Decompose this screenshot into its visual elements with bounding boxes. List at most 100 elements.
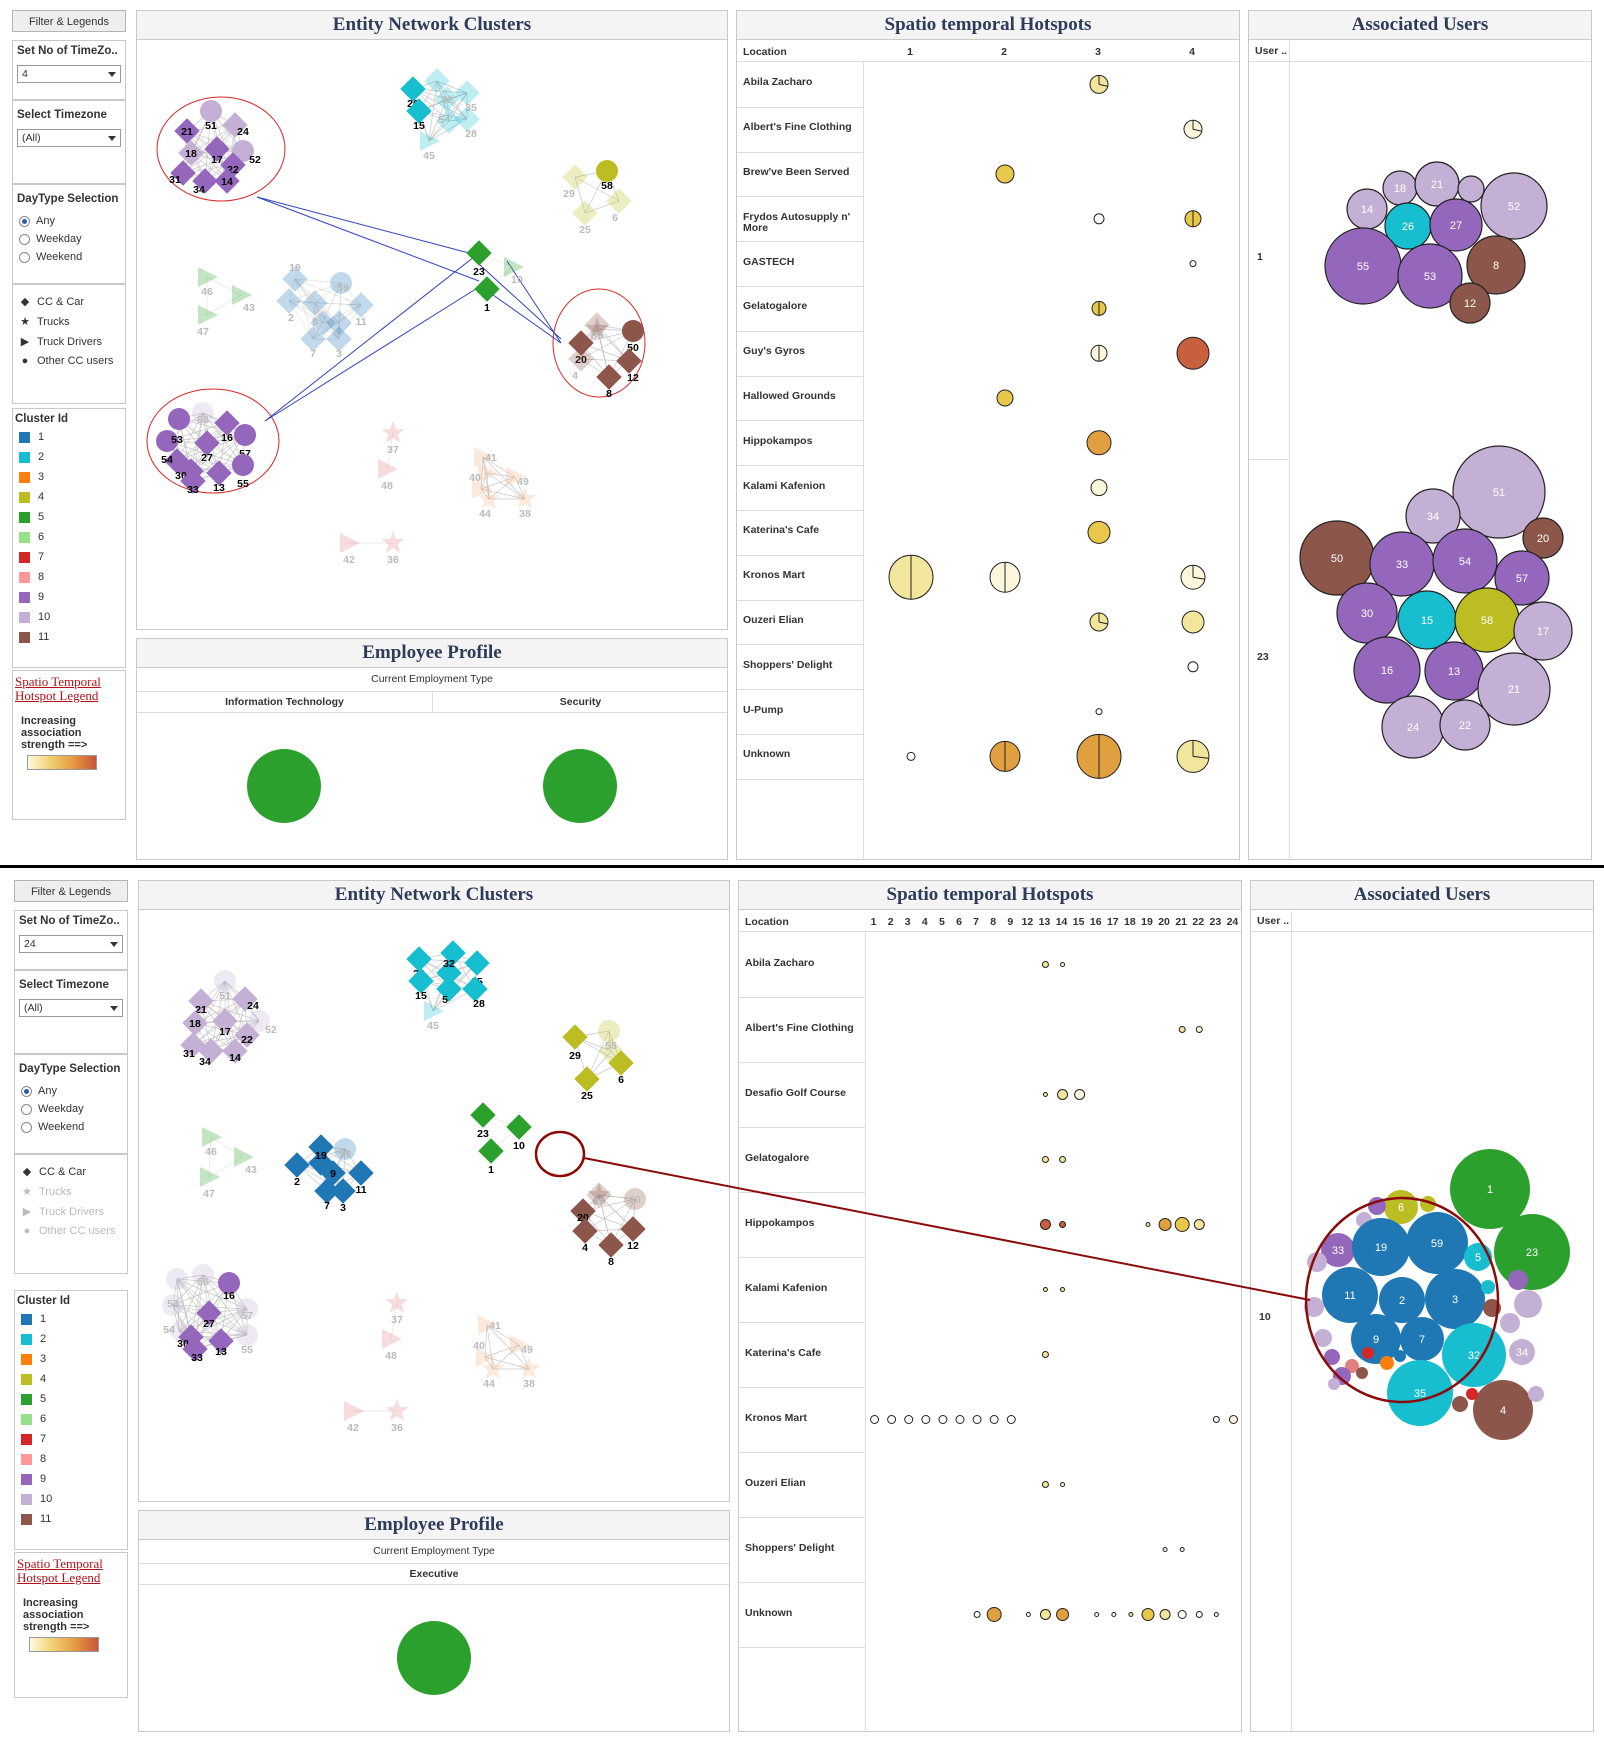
network-node-diamond[interactable] [232, 986, 258, 1012]
hotspot-bubble[interactable] [1093, 213, 1105, 225]
network-node-triangle[interactable] [340, 533, 360, 553]
network-node-diamond[interactable] [434, 86, 460, 112]
cluster-legend-item[interactable]: 3 [19, 471, 44, 483]
network-node-diamond[interactable] [214, 410, 240, 436]
network-node-triangle[interactable] [382, 1329, 402, 1349]
network-node-triangle[interactable] [234, 1147, 254, 1167]
network-node-triangle[interactable] [478, 463, 498, 483]
network-node-diamond[interactable] [424, 68, 450, 94]
hotspot-bubble[interactable] [1041, 1351, 1049, 1358]
hotspot-bubble[interactable] [904, 1415, 914, 1424]
user-bubble[interactable] [1304, 1297, 1324, 1317]
hotspot-bubble[interactable] [1041, 1481, 1049, 1488]
network-node-star[interactable] [477, 487, 501, 509]
cluster-legend-item[interactable]: 10 [21, 1493, 52, 1505]
network-node-triangle[interactable] [378, 459, 398, 479]
hotspot-bubble[interactable] [1141, 1608, 1155, 1621]
hotspot-bubble[interactable] [1090, 479, 1108, 497]
cluster-legend-item[interactable]: 9 [21, 1473, 46, 1485]
network-node-diamond[interactable] [282, 266, 308, 292]
hotspot-bubble[interactable] [1174, 1217, 1190, 1232]
network-node-diamond[interactable] [180, 468, 206, 494]
network-node-circle[interactable] [192, 1264, 214, 1286]
hotspot-bubble[interactable] [1094, 1612, 1100, 1617]
user-bubble[interactable] [1307, 1252, 1327, 1272]
user-bubble[interactable] [1328, 1378, 1340, 1390]
hotspot-bubble[interactable] [1095, 708, 1103, 716]
hotspot-bubble[interactable] [1178, 1026, 1186, 1033]
hotspot-bubble[interactable] [1128, 1612, 1134, 1617]
network-node-triangle[interactable] [198, 267, 218, 287]
daytype-option-weekday[interactable]: Weekday [19, 233, 82, 245]
network-node-circle[interactable] [232, 140, 254, 162]
hotspot-bubble[interactable] [870, 1415, 880, 1424]
network-node-triangle[interactable] [476, 1347, 496, 1367]
network-node-triangle[interactable] [424, 1001, 444, 1021]
cluster-legend-item[interactable]: 2 [19, 451, 44, 463]
hotspot-bubble[interactable] [972, 1415, 982, 1424]
hotspot-bubble[interactable] [938, 1415, 948, 1424]
network-node-diamond[interactable] [454, 80, 480, 106]
network-node-circle[interactable] [166, 1268, 188, 1290]
hotspot-bubble[interactable] [1195, 1026, 1203, 1033]
network-node-star[interactable] [381, 421, 405, 443]
hotspot-bubble[interactable] [1187, 661, 1199, 673]
hotspot-bubble[interactable] [1189, 260, 1197, 268]
cluster-legend-item[interactable]: 4 [19, 491, 44, 503]
network-node-circle[interactable] [330, 272, 352, 294]
user-bubble[interactable] [1466, 235, 1526, 295]
network-node-star[interactable] [517, 1357, 541, 1379]
network-node-diamond[interactable] [598, 1232, 624, 1258]
hotspot-bubble[interactable] [1056, 1608, 1070, 1621]
network-node-star[interactable] [513, 487, 537, 509]
hotspot-bubble[interactable] [996, 389, 1014, 407]
network-node-triangle[interactable] [504, 257, 524, 277]
hotspot-bubble[interactable] [1060, 962, 1066, 967]
user-bubble[interactable] [1508, 1270, 1528, 1290]
user-bubble[interactable] [1380, 1356, 1394, 1370]
daytype-option-weekend[interactable]: Weekend [19, 251, 82, 263]
network-node-triangle[interactable] [472, 479, 492, 499]
network-node-star[interactable] [585, 317, 609, 339]
user-bubble[interactable] [1528, 1386, 1544, 1402]
cluster-legend-item[interactable]: 1 [19, 431, 44, 443]
network-node-diamond[interactable] [436, 108, 462, 134]
user-bubble[interactable] [1480, 172, 1548, 240]
hotspot-bubble[interactable] [1039, 1219, 1051, 1230]
user-bubble[interactable] [1314, 1329, 1332, 1347]
hotspot-bubble[interactable] [1086, 430, 1112, 456]
network-node-diamond[interactable] [302, 290, 328, 316]
hotspot-bubble[interactable] [887, 1415, 897, 1424]
user-bubble[interactable] [1368, 1197, 1386, 1215]
network-node-triangle[interactable] [202, 1127, 222, 1147]
hotspot-bubble[interactable] [986, 1607, 1002, 1622]
network-node-triangle[interactable] [198, 305, 218, 325]
user-bubble[interactable] [1429, 198, 1483, 252]
user-bubble[interactable] [1509, 1339, 1535, 1365]
cluster-legend-item[interactable]: 11 [21, 1513, 51, 1525]
hotspot-bubble[interactable] [1228, 1415, 1238, 1424]
network-node-circle[interactable] [200, 100, 222, 122]
user-bubble[interactable] [1457, 175, 1485, 203]
network-node-circle[interactable] [622, 320, 644, 342]
network-node-diamond[interactable] [584, 312, 610, 338]
user-bubble[interactable] [1394, 1350, 1406, 1362]
user-bubbles[interactable]: 14 18 21 52 26 27 55 53 8 12 51 34 20 50 33 54 57 30 15 58 1… [1290, 62, 1592, 859]
network-node-diamond[interactable] [506, 1114, 532, 1140]
network-node-circle[interactable] [596, 160, 618, 182]
hotspot-bubble[interactable] [995, 164, 1015, 184]
hotspot-bubble[interactable] [1042, 1092, 1048, 1097]
network-node-diamond[interactable] [462, 976, 488, 1002]
hotspot-bubble[interactable] [1176, 336, 1210, 370]
hotspot-bubble[interactable] [1041, 1156, 1049, 1163]
cluster-legend-item[interactable]: 7 [21, 1433, 46, 1445]
user-bubble[interactable] [1397, 243, 1463, 309]
hotspot-bubble[interactable] [1059, 1221, 1067, 1228]
network-node-circle[interactable] [232, 454, 254, 476]
network-node-diamond[interactable] [572, 200, 598, 226]
network-node-diamond[interactable] [572, 1218, 598, 1244]
network-node-circle[interactable] [168, 408, 190, 430]
user-bubble[interactable] [1405, 488, 1461, 544]
hotspot-bubble[interactable] [921, 1415, 931, 1424]
hotspot-bubble[interactable] [1060, 1287, 1066, 1292]
